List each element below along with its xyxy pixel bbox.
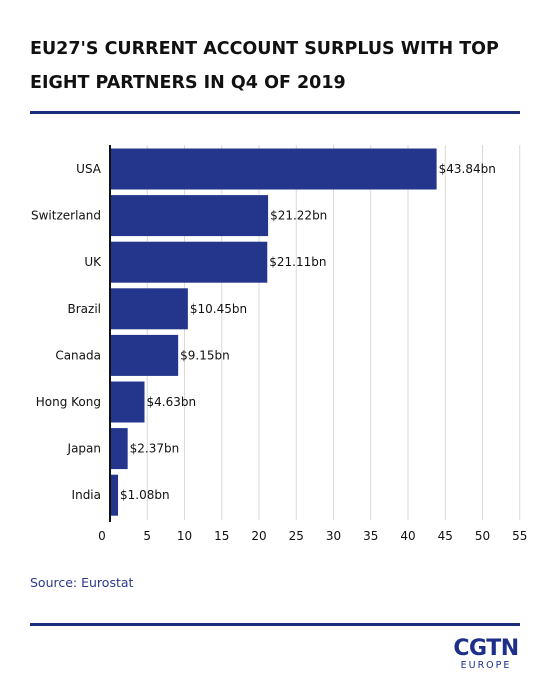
- category-label: Canada: [55, 348, 101, 362]
- bar: [111, 428, 128, 470]
- bottom-divider: [30, 623, 520, 626]
- data-label: $21.22bn: [270, 209, 327, 223]
- bar: [111, 474, 119, 516]
- x-tick-label: 50: [475, 529, 490, 543]
- data-label: $10.45bn: [190, 302, 247, 316]
- category-label: Hong Kong: [36, 395, 101, 409]
- category-label: Switzerland: [31, 209, 101, 223]
- logo-brand: CGTN: [453, 636, 519, 661]
- x-tick-label: 55: [512, 529, 527, 543]
- bar: [111, 334, 179, 376]
- x-tick-label: 45: [438, 529, 453, 543]
- category-label: USA: [76, 162, 102, 176]
- cgtn-europe-logo: CGTN EUROPE: [448, 638, 524, 672]
- category-label: Japan: [67, 442, 101, 456]
- top-divider: [30, 111, 520, 114]
- x-tick-label: 30: [326, 529, 341, 543]
- bar: [111, 381, 145, 423]
- category-label: India: [72, 488, 101, 502]
- chart-title: EU27'S CURRENT ACCOUNT SURPLUS WITH TOP …: [30, 39, 499, 93]
- logo-region: EUROPE: [460, 660, 512, 671]
- data-label: $1.08bn: [120, 488, 170, 502]
- data-label: $2.37bn: [130, 442, 180, 456]
- x-tick-label: 15: [214, 529, 229, 543]
- x-tick-label: 10: [177, 529, 192, 543]
- category-label: Brazil: [68, 302, 102, 316]
- x-tick-label: 20: [251, 529, 266, 543]
- x-tick-label: 40: [400, 529, 415, 543]
- data-label: $21.11bn: [269, 255, 326, 269]
- x-tick-label: 0: [98, 529, 106, 543]
- x-tick-label: 25: [289, 529, 304, 543]
- data-label: $43.84bn: [439, 162, 496, 176]
- bar: [111, 241, 268, 283]
- x-tick-label: 5: [143, 529, 151, 543]
- category-label: UK: [84, 255, 102, 269]
- bar: [111, 288, 188, 330]
- bar: [111, 195, 269, 237]
- data-label: $4.63bn: [146, 395, 196, 409]
- bar-chart: 0 5 10 15 20 25 30 35 40 45 50 55 USA $43.84bn Switzer…: [31, 145, 527, 543]
- source-note: Source: Eurostat: [30, 575, 134, 590]
- x-tick-label: 35: [363, 529, 378, 543]
- data-label: $9.15bn: [180, 348, 230, 362]
- bar: [111, 148, 437, 190]
